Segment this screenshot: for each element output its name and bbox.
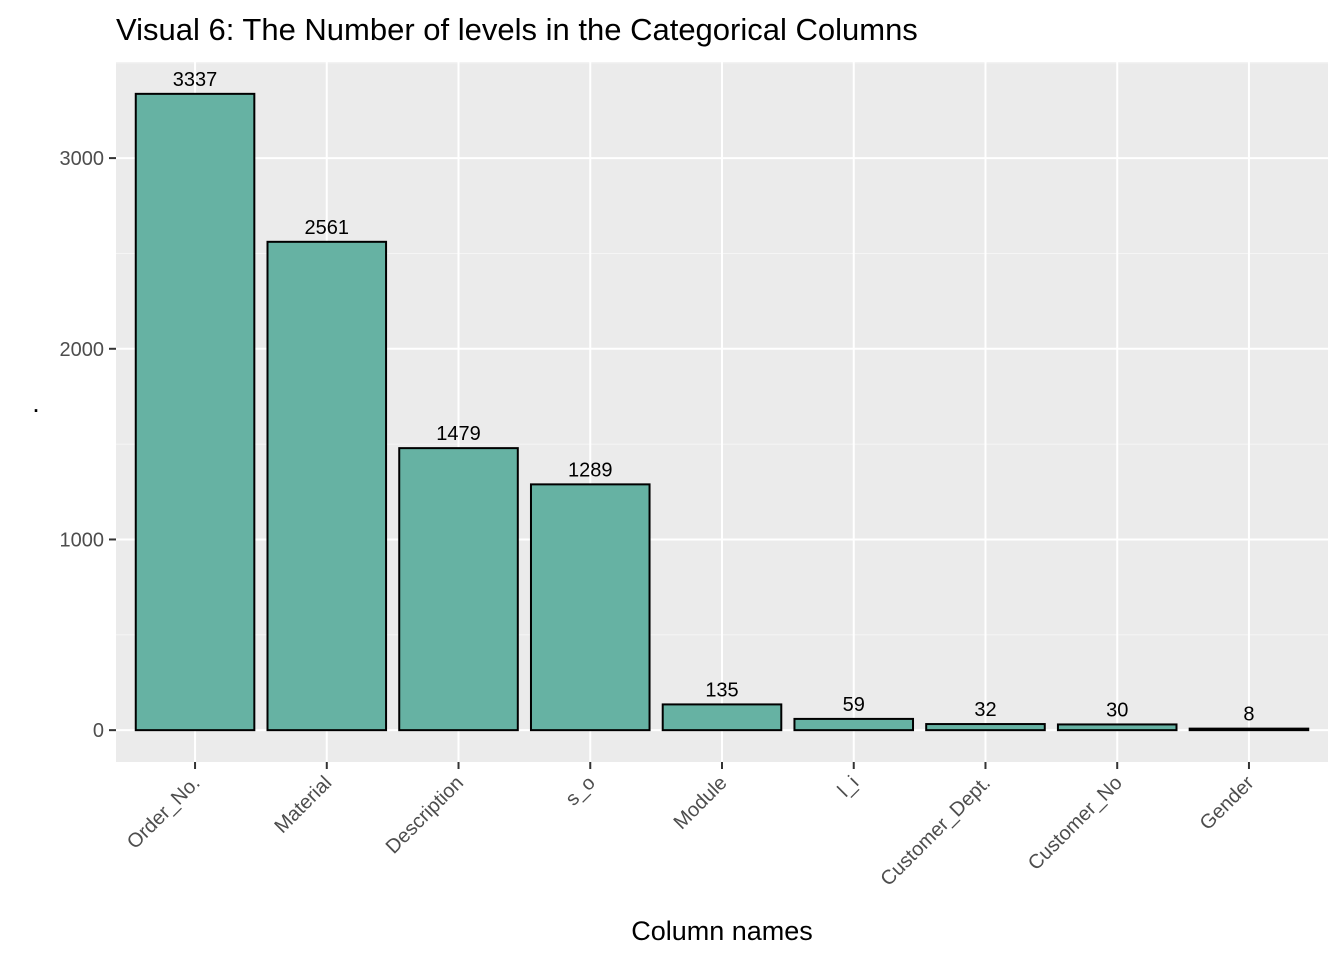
- data-label: 30: [1106, 699, 1128, 721]
- x-tick-label: Material: [270, 772, 336, 838]
- y-tick-label: 2000: [60, 339, 105, 361]
- bar-Customer_Dept.: [925, 723, 1046, 732]
- data-label: 1289: [568, 459, 613, 481]
- bar-Module: [661, 703, 783, 732]
- bar-Material: [266, 240, 388, 732]
- y-axis: 0 1000 2000 3000: [60, 148, 116, 742]
- bar-Customer_No: [1056, 723, 1178, 732]
- data-label: 8: [1243, 704, 1254, 726]
- y-axis-title: .: [32, 388, 40, 418]
- data-label: 2561: [305, 217, 350, 239]
- x-tick-label: Customer_Dept.: [876, 772, 995, 891]
- data-label: 59: [843, 694, 865, 716]
- data-label: 1479: [436, 423, 481, 445]
- y-tick-label: 1000: [60, 529, 105, 551]
- bars: [134, 92, 1310, 732]
- data-labels: 3337 2561 1479 1289 135 59 32 30 8: [173, 69, 1255, 726]
- x-tick-label: l_i: [834, 772, 864, 802]
- bar-Description: [398, 447, 519, 732]
- bar-l_i: [793, 717, 915, 732]
- x-tick-label: Customer_No: [1024, 772, 1127, 875]
- data-label: 135: [705, 679, 738, 701]
- bar-s_o: [529, 483, 651, 732]
- x-tick-label: Module: [670, 772, 732, 834]
- y-tick-label: 0: [93, 720, 104, 742]
- y-tick-label: 3000: [60, 148, 105, 170]
- bar-Order_No.: [134, 92, 256, 732]
- x-tick-label: Gender: [1196, 772, 1259, 835]
- data-label: 3337: [173, 69, 218, 91]
- x-axis-title: Column names: [631, 916, 813, 946]
- x-tick-label: Description: [382, 772, 468, 858]
- x-axis: Order_No. Material Description s_o Module l_i…: [123, 762, 1259, 891]
- x-tick-label: s_o: [561, 772, 599, 810]
- data-label: 32: [974, 699, 996, 721]
- chart-title: Visual 6: The Number of levels in the Ca…: [116, 12, 918, 47]
- x-tick-label: Order_No.: [123, 772, 205, 854]
- bar-Gender: [1188, 727, 1310, 732]
